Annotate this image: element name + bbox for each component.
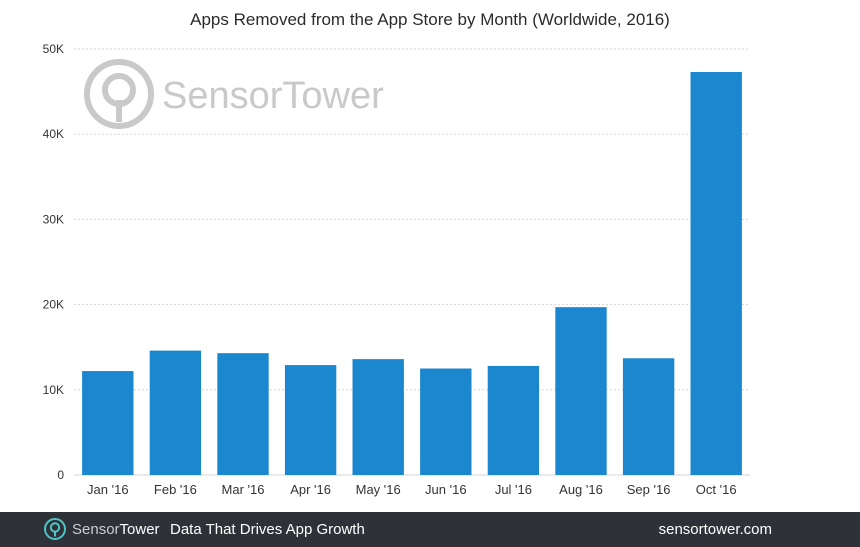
footer-brand: SensorTower: [72, 521, 160, 538]
bar: [622, 358, 675, 475]
sensortower-watermark: SensorTower: [84, 59, 384, 129]
y-tick-label: 50K: [43, 42, 64, 56]
y-tick-label: 10K: [43, 383, 64, 397]
x-tick-label: Jun '16: [425, 482, 467, 497]
bar: [149, 350, 202, 475]
x-tick-label: Oct '16: [696, 482, 737, 497]
sensortower-logo-icon: [84, 59, 154, 129]
sensortower-logo-icon: [44, 518, 66, 540]
bar: [555, 307, 607, 475]
bar: [420, 368, 472, 475]
x-tick-label: Jan '16: [87, 482, 129, 497]
bar: [487, 365, 540, 475]
x-tick-label: Sep '16: [627, 482, 671, 497]
footer-bar: SensorTower Data That Drives App Growth …: [0, 512, 860, 547]
y-tick-label: 0: [57, 468, 64, 482]
watermark-text: SensorTower: [162, 75, 384, 117]
y-tick-label: 30K: [43, 212, 64, 226]
footer-brand-sensor: Sensor: [72, 521, 120, 538]
bar: [690, 72, 742, 475]
x-tick-label: Jul '16: [495, 482, 532, 497]
x-tick-label: Mar '16: [222, 482, 265, 497]
y-tick-label: 20K: [43, 298, 64, 312]
footer-url[interactable]: sensortower.com: [658, 521, 772, 538]
bar: [352, 359, 404, 475]
footer-brand-tower: Tower: [119, 521, 160, 538]
bar: [82, 371, 134, 475]
footer-tagline: Data That Drives App Growth: [170, 521, 365, 538]
bar: [217, 353, 269, 475]
x-tick-label: Apr '16: [290, 482, 331, 497]
y-tick-label: 40K: [43, 127, 64, 141]
x-tick-label: Aug '16: [559, 482, 603, 497]
bar-chart: SensorTower 0 10K 20K 30K 40K 50K Jan '16 Feb …: [43, 42, 750, 497]
chart-title: Apps Removed from the App Store by Month…: [190, 10, 670, 29]
x-tick-label: May '16: [356, 482, 401, 497]
x-tick-label: Feb '16: [154, 482, 197, 497]
bar: [284, 365, 337, 475]
